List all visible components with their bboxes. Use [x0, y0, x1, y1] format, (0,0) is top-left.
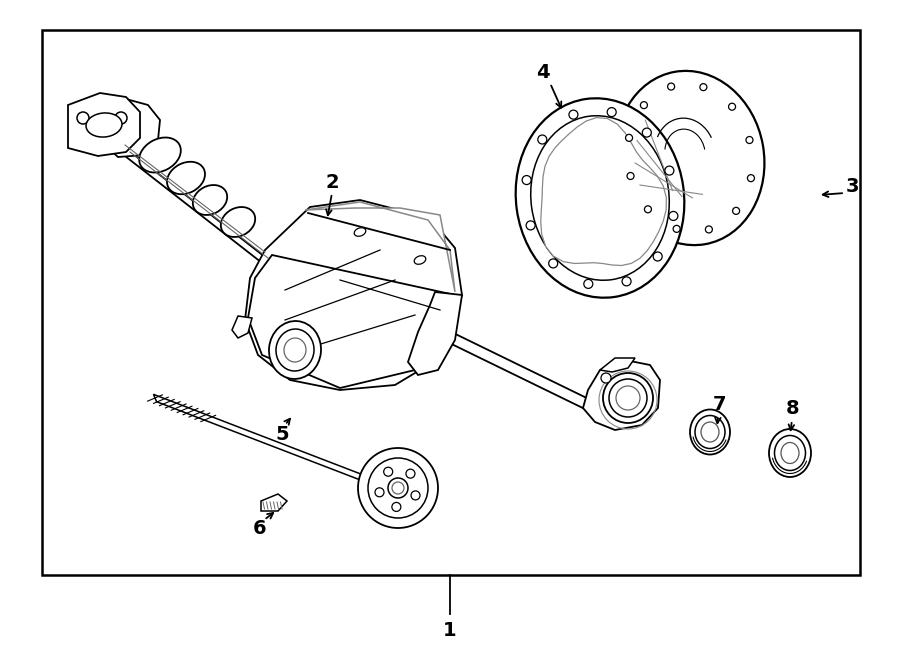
Ellipse shape [616, 386, 640, 410]
Polygon shape [261, 494, 287, 511]
Polygon shape [541, 118, 666, 266]
Bar [42, 30, 860, 575]
Circle shape [538, 135, 547, 144]
Ellipse shape [167, 162, 205, 194]
Text: 6: 6 [253, 518, 266, 537]
Polygon shape [600, 358, 635, 372]
Circle shape [668, 83, 675, 90]
Circle shape [665, 166, 674, 175]
Circle shape [700, 84, 706, 91]
Ellipse shape [355, 228, 365, 236]
Circle shape [406, 469, 415, 478]
Circle shape [622, 277, 631, 286]
Ellipse shape [769, 429, 811, 477]
Circle shape [584, 280, 593, 288]
Text: 7: 7 [713, 395, 727, 414]
Text: 3: 3 [845, 176, 859, 196]
Polygon shape [305, 202, 455, 292]
Polygon shape [232, 316, 252, 338]
Polygon shape [408, 292, 462, 375]
Text: 2: 2 [325, 173, 338, 192]
Polygon shape [68, 93, 140, 156]
Circle shape [522, 176, 531, 184]
Text: 4: 4 [536, 63, 550, 81]
Circle shape [746, 137, 753, 143]
Circle shape [673, 225, 680, 233]
Ellipse shape [276, 329, 314, 371]
Text: 5: 5 [275, 426, 289, 444]
Circle shape [729, 103, 735, 110]
Circle shape [626, 134, 633, 141]
Ellipse shape [86, 113, 122, 137]
Circle shape [388, 478, 408, 498]
Ellipse shape [616, 71, 764, 245]
Polygon shape [245, 200, 462, 390]
Circle shape [375, 488, 384, 497]
Circle shape [411, 491, 420, 500]
Circle shape [641, 102, 647, 108]
Polygon shape [583, 360, 660, 430]
Text: 8: 8 [787, 399, 800, 418]
Polygon shape [108, 96, 160, 157]
Circle shape [392, 502, 400, 512]
Circle shape [747, 175, 754, 182]
Ellipse shape [220, 207, 256, 237]
Polygon shape [116, 141, 274, 272]
Circle shape [601, 373, 611, 383]
Ellipse shape [690, 410, 730, 455]
Circle shape [115, 112, 127, 124]
Ellipse shape [781, 442, 799, 463]
Polygon shape [153, 395, 399, 494]
Circle shape [643, 128, 652, 137]
Ellipse shape [269, 321, 321, 379]
Ellipse shape [284, 338, 306, 362]
Ellipse shape [140, 137, 181, 173]
Circle shape [733, 208, 740, 214]
Polygon shape [248, 255, 455, 388]
Ellipse shape [193, 185, 227, 215]
Circle shape [653, 252, 662, 261]
Ellipse shape [609, 379, 647, 417]
Circle shape [569, 110, 578, 119]
Circle shape [358, 448, 438, 528]
Circle shape [392, 482, 404, 494]
Circle shape [669, 212, 678, 221]
Circle shape [608, 108, 616, 116]
Ellipse shape [531, 116, 670, 280]
Ellipse shape [414, 256, 426, 264]
Ellipse shape [701, 422, 719, 442]
Ellipse shape [603, 373, 653, 423]
Circle shape [77, 112, 89, 124]
Circle shape [526, 221, 536, 230]
Circle shape [644, 206, 652, 213]
Circle shape [706, 226, 713, 233]
Ellipse shape [516, 98, 684, 297]
Polygon shape [432, 323, 598, 415]
Circle shape [627, 173, 634, 180]
Circle shape [383, 467, 392, 476]
Ellipse shape [695, 416, 725, 449]
Circle shape [549, 259, 558, 268]
Ellipse shape [775, 436, 806, 471]
Text: 1: 1 [443, 621, 457, 639]
Circle shape [368, 458, 428, 518]
